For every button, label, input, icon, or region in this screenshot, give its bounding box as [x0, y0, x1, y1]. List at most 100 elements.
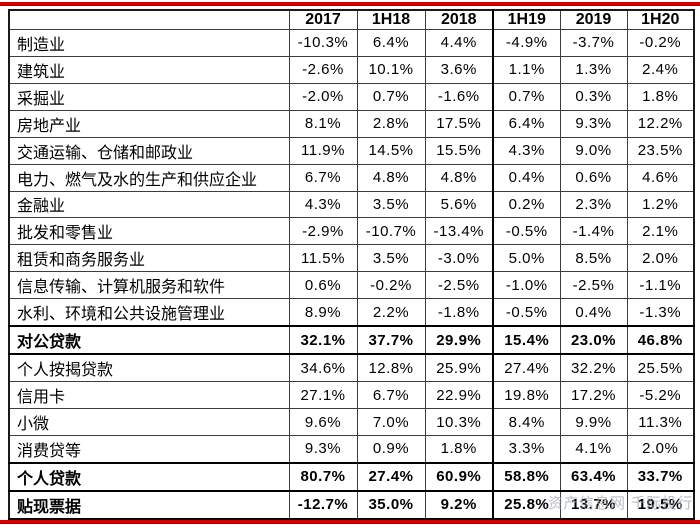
- value-cell: -2.5%: [559, 271, 628, 300]
- table-row: 制造业 -10.3% 6.4% 4.4% -4.9% -3.7% -0.2%: [8, 29, 695, 57]
- value-cell: 27.1%: [288, 381, 358, 410]
- value-cell: 4.3%: [492, 136, 561, 165]
- value-cell: 0.6%: [559, 163, 628, 192]
- row-label: 建筑业: [8, 55, 290, 84]
- value-cell: 80.7%: [288, 461, 358, 492]
- value-cell: 58.8%: [492, 461, 561, 492]
- row-label: 金融业: [8, 190, 290, 219]
- value-cell: 46.8%: [626, 325, 695, 356]
- value-cell: 6.4%: [492, 109, 561, 138]
- value-cell: 2.2%: [356, 298, 426, 327]
- table-row: 租赁和商务服务业 11.5% 3.5% -3.0% 5.0% 8.5% 2.0%: [8, 244, 695, 273]
- row-label: 小微: [8, 408, 290, 436]
- table-row: 水利、环境和公共设施管理业 8.9% 2.2% -1.8% -0.5% 0.4% -1.3%: [8, 298, 695, 327]
- value-cell: -10.3%: [288, 29, 358, 57]
- value-cell: 1.8%: [424, 434, 494, 464]
- value-cell: 34.6%: [288, 353, 358, 383]
- value-cell: 0.6%: [288, 271, 358, 300]
- value-cell: 8.4%: [492, 408, 561, 436]
- value-cell: 3.5%: [356, 244, 426, 273]
- value-cell: 15.5%: [424, 136, 494, 165]
- value-cell: 25.5%: [626, 353, 695, 383]
- value-cell: -2.6%: [288, 55, 358, 84]
- value-cell: -3.0%: [424, 244, 494, 273]
- header-row: 2017 1H18 2018 1H19 2019 1H20: [8, 9, 695, 30]
- column-header-1h20: 1H20: [626, 9, 695, 30]
- value-cell: 37.7%: [356, 325, 426, 356]
- table-row: 交通运输、仓储和邮政业 11.9% 14.5% 15.5% 4.3% 9.0% 23.5%: [8, 136, 695, 165]
- row-label: 贴现票据: [8, 489, 290, 521]
- value-cell: 23.0%: [559, 325, 628, 356]
- table-row: 消费贷等 9.3% 0.9% 1.8% 3.3% 4.1% 2.0%: [8, 434, 695, 464]
- row-label: 租赁和商务服务业: [8, 244, 290, 273]
- value-cell: -0.5%: [492, 298, 561, 327]
- bottom-red-rule: [0, 520, 700, 524]
- column-header-1h19: 1H19: [492, 9, 561, 30]
- value-cell: 32.1%: [288, 325, 358, 356]
- table-row: 个人按揭贷款 34.6% 12.8% 25.9% 27.4% 32.2% 25.5%: [8, 353, 695, 383]
- value-cell: 4.8%: [424, 163, 494, 192]
- value-cell: 60.9%: [424, 461, 494, 492]
- value-cell: 8.5%: [559, 244, 628, 273]
- value-cell: -0.2%: [626, 29, 695, 57]
- row-label: 房地产业: [8, 109, 290, 138]
- value-cell: 13.7%: [559, 489, 628, 521]
- value-cell: -4.9%: [492, 29, 561, 57]
- value-cell: 15.4%: [492, 325, 561, 356]
- value-cell: 27.4%: [492, 353, 561, 383]
- value-cell: -1.8%: [424, 298, 494, 327]
- table-row: 批发和零售业 -2.9% -10.7% -13.4% -0.5% -1.4% 2.1%: [8, 217, 695, 246]
- row-label: 个人贷款: [8, 461, 290, 492]
- value-cell: 12.2%: [626, 109, 695, 138]
- row-label: 交通运输、仓储和邮政业: [8, 136, 290, 165]
- value-cell: 0.3%: [559, 82, 628, 111]
- column-header-1h18: 1H18: [356, 9, 426, 30]
- value-cell: 19.8%: [492, 381, 561, 410]
- value-cell: -5.2%: [626, 381, 695, 410]
- row-label: 信用卡: [8, 381, 290, 410]
- value-cell: 2.4%: [626, 55, 695, 84]
- value-cell: 4.3%: [288, 190, 358, 219]
- value-cell: 4.8%: [356, 163, 426, 192]
- table-row: 金融业 4.3% 3.5% 5.6% 0.2% 2.3% 1.2%: [8, 190, 695, 219]
- value-cell: 11.3%: [626, 408, 695, 436]
- value-cell: 2.0%: [626, 434, 695, 464]
- value-cell: 2.3%: [559, 190, 628, 219]
- top-red-rule: [0, 2, 700, 6]
- value-cell: -1.0%: [492, 271, 561, 300]
- table-row: 信用卡 27.1% 6.7% 22.9% 19.8% 17.2% -5.2%: [8, 381, 695, 410]
- value-cell: 0.7%: [492, 82, 561, 111]
- row-label: 制造业: [8, 29, 290, 57]
- value-cell: 3.3%: [492, 434, 561, 464]
- value-cell: 9.9%: [559, 408, 628, 436]
- value-cell: -2.9%: [288, 217, 358, 246]
- value-cell: 29.9%: [424, 325, 494, 356]
- value-cell: 33.7%: [626, 461, 695, 492]
- row-label: 电力、燃气及水的生产和供应企业: [8, 163, 290, 192]
- value-cell: 22.9%: [424, 381, 494, 410]
- value-cell: -0.5%: [492, 217, 561, 246]
- table-row: 个人贷款 80.7% 27.4% 60.9% 58.8% 63.4% 33.7%: [8, 461, 695, 492]
- value-cell: -13.4%: [424, 217, 494, 246]
- row-label: 信息传输、计算机服务和软件: [8, 271, 290, 300]
- value-cell: 6.7%: [356, 381, 426, 410]
- value-cell: -1.4%: [559, 217, 628, 246]
- value-cell: 17.2%: [559, 381, 628, 410]
- value-cell: 0.4%: [559, 298, 628, 327]
- table-row: 小微 9.6% 7.0% 10.3% 8.4% 9.9% 11.3%: [8, 408, 695, 436]
- table-row: 贴现票据 -12.7% 35.0% 9.2% 25.8% 13.7% 19.5%: [8, 489, 695, 521]
- value-cell: 4.1%: [559, 434, 628, 464]
- value-cell: 19.5%: [626, 489, 695, 521]
- value-cell: 2.1%: [626, 217, 695, 246]
- row-label: 水利、环境和公共设施管理业: [8, 298, 290, 327]
- value-cell: -12.7%: [288, 489, 358, 521]
- value-cell: 9.2%: [424, 489, 494, 521]
- value-cell: 3.5%: [356, 190, 426, 219]
- value-cell: 10.3%: [424, 408, 494, 436]
- value-cell: 0.4%: [492, 163, 561, 192]
- table-row: 建筑业 -2.6% 10.1% 3.6% 1.1% 1.3% 2.4%: [8, 55, 695, 84]
- value-cell: -1.6%: [424, 82, 494, 111]
- row-label: 消费贷等: [8, 434, 290, 464]
- value-cell: -1.1%: [626, 271, 695, 300]
